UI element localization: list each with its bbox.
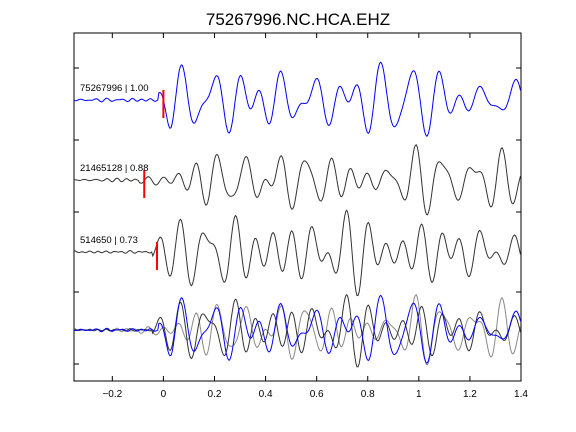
x-tick-label: 0.6 bbox=[310, 389, 324, 400]
x-tick-label: 0.8 bbox=[361, 389, 375, 400]
x-tick-label: 1 bbox=[416, 389, 422, 400]
x-tick-label: 0 bbox=[161, 389, 167, 400]
trace-labels: 75267996 | 1.00 21465128 | 0.88 514650 | 0… bbox=[80, 83, 149, 246]
chart-title: 75267996.NC.HCA.EHZ bbox=[206, 10, 390, 29]
axes-frame bbox=[73, 32, 522, 382]
trace-line bbox=[74, 144, 521, 216]
trace-label: 21465128 | 0.88 bbox=[80, 163, 149, 174]
trace-label: 75267996 | 1.00 bbox=[80, 83, 149, 94]
overlay-trace-line bbox=[74, 293, 521, 368]
x-tick-label: 0.2 bbox=[208, 389, 222, 400]
trace-label: 514650 | 0.73 bbox=[80, 235, 138, 246]
x-tick-label: 1.4 bbox=[514, 389, 528, 400]
trace-line bbox=[73, 209, 521, 297]
trace-lines bbox=[73, 61, 521, 368]
axis-ticks: −0.2 0 0.2 0.4 0.6 0.8 1 1.2 1.4 bbox=[74, 33, 528, 400]
x-tick-label: −0.2 bbox=[102, 389, 122, 400]
x-tick-label: 1.2 bbox=[463, 389, 477, 400]
trace-line bbox=[73, 61, 521, 137]
x-tick-label: 0.4 bbox=[259, 389, 273, 400]
overlay-trace-line bbox=[73, 294, 521, 364]
